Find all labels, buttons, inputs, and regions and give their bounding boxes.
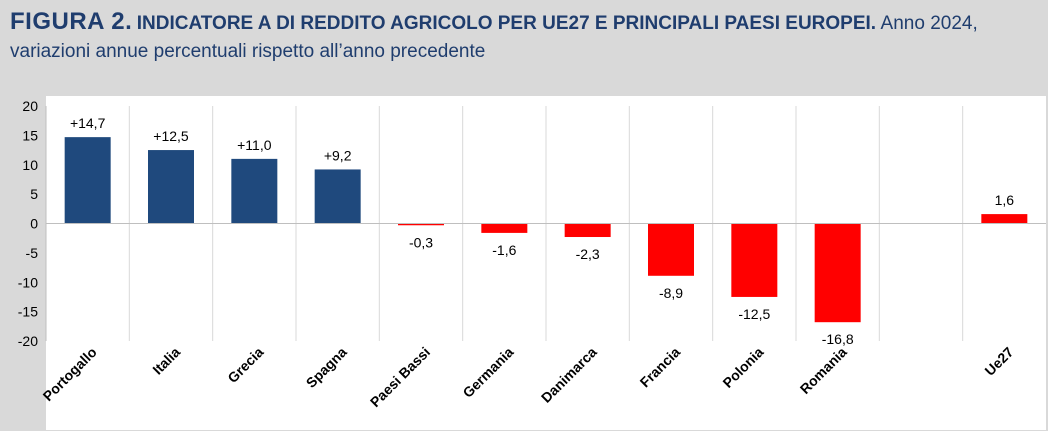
- data-label: +9,2: [324, 147, 352, 163]
- data-label: +14,7: [70, 115, 106, 131]
- bar-italia: [148, 150, 194, 224]
- x-tick-label: Grecia: [224, 344, 266, 386]
- x-tick-label: Spagna: [303, 344, 350, 391]
- x-tick-label: Italia: [149, 344, 183, 378]
- x-tick-label: Francia: [637, 344, 684, 391]
- y-tick-label: 15: [22, 127, 38, 143]
- x-tick-label: Paesi Bassi: [367, 344, 433, 410]
- data-label: +11,0: [237, 137, 272, 153]
- data-label: 1,6: [995, 192, 1015, 208]
- x-tick-label: Germania: [459, 344, 516, 401]
- bar-romania: [814, 223, 861, 323]
- chart-subtitle-year: Anno 2024,: [880, 13, 978, 34]
- data-label: -12,5: [738, 306, 770, 322]
- bar-danimarca: [564, 223, 611, 238]
- y-tick-label: 5: [30, 186, 38, 202]
- y-tick-label: 0: [30, 216, 38, 232]
- x-tick-label: Romania: [797, 344, 850, 397]
- x-tick-label: Danimarca: [538, 344, 600, 406]
- bar-ue27: [981, 214, 1028, 224]
- y-tick-label: 10: [22, 157, 38, 173]
- y-tick-label: -5: [26, 245, 39, 261]
- chart-title: INDICATORE A DI REDDITO AGRICOLO PER UE2…: [136, 13, 877, 34]
- bar-francia: [648, 223, 694, 276]
- bar-polonia: [731, 223, 778, 297]
- data-label: -2,3: [576, 246, 600, 262]
- y-tick-label: -20: [18, 333, 38, 349]
- bar-grecia: [231, 158, 278, 224]
- title-line-1: FIGURA 2. INDICATORE A DI REDDITO AGRICO…: [10, 8, 1040, 38]
- x-tick-label: Portogallo: [40, 344, 100, 404]
- bar-germania: [481, 223, 528, 233]
- bar-spagna: [314, 169, 361, 224]
- x-tick-label: Polonia: [719, 344, 766, 391]
- bar-paesi-bassi: [398, 223, 444, 226]
- x-tick-label: Ue27: [981, 344, 1016, 379]
- y-tick-label: -10: [18, 274, 38, 290]
- data-label: -1,6: [492, 242, 516, 258]
- bar-portogallo: [64, 137, 111, 224]
- y-tick-label: 20: [22, 98, 38, 114]
- figure-label: FIGURA 2.: [10, 8, 133, 35]
- data-label: +12,5: [153, 128, 189, 144]
- data-label: -16,8: [822, 331, 854, 347]
- chart-subtitle: variazioni annue percentuali rispetto al…: [10, 41, 486, 62]
- data-label: -8,9: [659, 285, 683, 301]
- y-tick-label: -15: [18, 304, 38, 320]
- chart-header: FIGURA 2. INDICATORE A DI REDDITO AGRICO…: [10, 8, 1040, 65]
- data-label: -0,3: [409, 234, 433, 250]
